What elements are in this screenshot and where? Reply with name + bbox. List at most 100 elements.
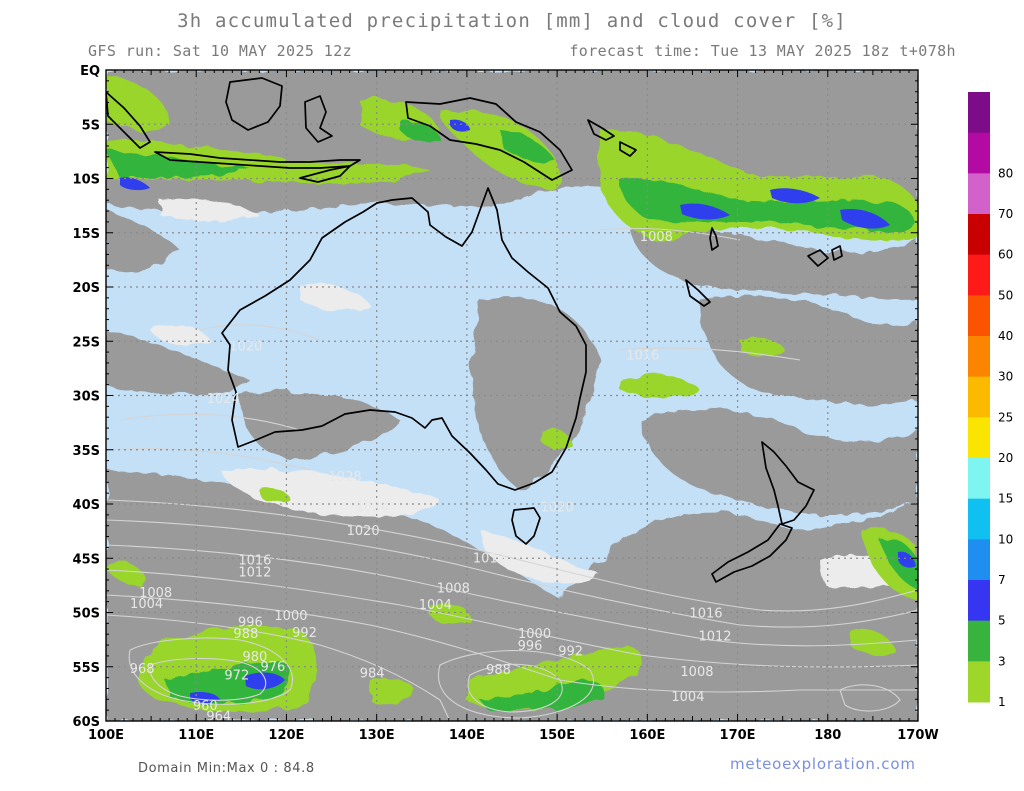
legend-swatch <box>968 580 990 622</box>
map-title: 3h accumulated precipitation [mm] and cl… <box>177 10 847 32</box>
legend-swatch <box>968 539 990 581</box>
longitude-label: 170E <box>720 728 756 743</box>
latitude-label: 40S <box>73 498 100 513</box>
isobar-label: 1012 <box>238 565 271 580</box>
isobar-label: 992 <box>558 645 583 660</box>
isobar-lines <box>106 227 918 721</box>
latitude-label: 25S <box>73 335 100 350</box>
isobar-label: 992 <box>292 626 317 641</box>
isobar-label: 1008 <box>139 586 172 601</box>
legend-swatch <box>968 214 990 256</box>
legend-label: 80 <box>998 166 1013 180</box>
isobar-label: 1024 <box>207 392 240 407</box>
isobar-label: 964 <box>206 710 231 725</box>
latitude-label: 20S <box>73 281 100 296</box>
legend-label: 1 <box>998 695 1006 709</box>
legend-swatch <box>968 295 990 337</box>
legend-label: 3 <box>998 654 1006 668</box>
longitude-label: 100E <box>88 728 124 743</box>
latitude-label: 15S <box>73 227 100 242</box>
isobar-label: 976 <box>260 660 285 675</box>
legend-label: 50 <box>998 288 1013 302</box>
isobar-label: 968 <box>130 662 155 677</box>
longitude-labels: 100E 110E 120E 130E 140E 150E 160E 170E 180 170W <box>88 728 939 743</box>
isobar-label: 972 <box>224 668 249 683</box>
longitude-label: 130E <box>359 728 395 743</box>
lat-lon-gridlines <box>106 70 918 721</box>
isobar-label: 1012 <box>473 551 506 566</box>
legend-swatch <box>968 132 990 174</box>
domain-minmax-label: Domain Min:Max 0 : 84.8 <box>138 761 315 776</box>
isobar-label: 960 <box>193 699 218 714</box>
isobar-label: 1020 <box>347 524 380 539</box>
map-plot-area: 1024102010281024102010201016101210121008… <box>106 70 918 725</box>
isobar-label: 1008 <box>640 230 673 245</box>
isobar-label: 980 <box>242 650 267 665</box>
longitude-label: 170W <box>897 728 938 743</box>
isobar-label: 1008 <box>437 582 470 597</box>
legend-label: 30 <box>998 370 1013 384</box>
coastlines <box>106 77 843 583</box>
legend-swatch <box>968 92 990 134</box>
longitude-label: 150E <box>539 728 575 743</box>
isobar-label: 1000 <box>274 609 307 624</box>
latitude-label: EQ <box>80 64 100 79</box>
intense-precipitation-layer <box>120 119 916 704</box>
latitude-label: 45S <box>73 552 100 567</box>
legend-swatch <box>968 336 990 378</box>
isobar-label: 1004 <box>130 597 163 612</box>
latitude-label: 30S <box>73 390 100 405</box>
precipitation-color-legend: 1 3 5 7 10 15 20 25 30 40 50 60 70 80 <box>968 92 1013 709</box>
isobar-label: 996 <box>518 639 543 654</box>
latitude-label: 5S <box>82 118 100 133</box>
legend-swatch <box>968 173 990 215</box>
isobar-labels: 1024102010281024102010201016101210121008… <box>130 230 732 725</box>
site-credit-label: meteoexploration.com <box>730 755 916 773</box>
isobar-label: 1016 <box>689 607 722 622</box>
longitude-label: 140E <box>449 728 485 743</box>
legend-label: 7 <box>998 573 1006 587</box>
legend-label: 5 <box>998 614 1006 628</box>
latitude-labels: EQ 5S 10S 15S 20S 25S 30S 35S 40S 45S 50S 55S 60S <box>73 64 100 730</box>
isobar-label: 1020 <box>229 340 262 355</box>
isobar-label: 1012 <box>698 629 731 644</box>
isobar-label: 1016 <box>238 553 271 568</box>
latitude-label: 60S <box>73 715 100 730</box>
legend-label: 15 <box>998 492 1013 506</box>
legend-swatch <box>968 661 990 703</box>
longitude-label: 160E <box>629 728 665 743</box>
legend-label: 70 <box>998 207 1013 221</box>
legend-swatch <box>968 498 990 540</box>
legend-label: 20 <box>998 451 1013 465</box>
legend-swatch <box>968 376 990 418</box>
legend-label: 25 <box>998 410 1013 424</box>
latitude-label: 10S <box>73 173 100 188</box>
longitude-label: 110E <box>178 728 214 743</box>
isobar-label: 1020 <box>541 500 574 515</box>
isobar-label: 1024 <box>356 500 389 515</box>
longitude-label: 180 <box>814 728 841 743</box>
isobar-label: 1000 <box>518 627 551 642</box>
isobar-label: 1028 <box>329 470 362 485</box>
isobar-label: 996 <box>238 615 263 630</box>
legend-label: 60 <box>998 248 1013 262</box>
legend-swatch <box>968 620 990 662</box>
isobar-label: 988 <box>233 627 258 642</box>
isobar-label: 1008 <box>680 665 713 680</box>
legend-swatch <box>968 417 990 459</box>
latitude-label: 35S <box>73 444 100 459</box>
longitude-label: 120E <box>268 728 304 743</box>
legend-swatch <box>968 254 990 296</box>
isobar-label: 988 <box>486 663 511 678</box>
isobar-label: 1016 <box>626 348 659 363</box>
forecast-time-label: forecast time: Tue 13 MAY 2025 18z t+078… <box>569 42 956 60</box>
isobar-label: 1004 <box>671 690 704 705</box>
latitude-label: 55S <box>73 661 100 676</box>
legend-swatch <box>968 458 990 500</box>
isobar-label: 984 <box>360 666 385 681</box>
legend-label: 40 <box>998 329 1013 343</box>
isobar-label: 1004 <box>419 598 452 613</box>
latitude-label: 50S <box>73 607 100 622</box>
gfs-run-label: GFS run: Sat 10 MAY 2025 12z <box>88 42 353 60</box>
